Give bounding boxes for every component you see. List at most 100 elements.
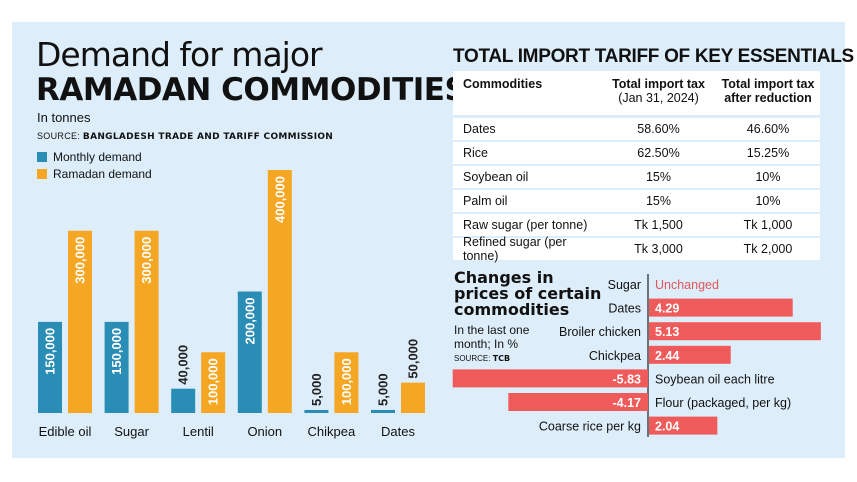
category-label: Edible oil bbox=[39, 424, 92, 439]
cell-commodity: Raw sugar (per tonne) bbox=[463, 218, 588, 232]
cell-tax-after: Tk 1,000 bbox=[743, 218, 793, 232]
change-bar bbox=[649, 322, 821, 341]
change-category: Sugar bbox=[608, 278, 641, 292]
bar-value-label: 50,000 bbox=[406, 339, 421, 379]
change-bar bbox=[649, 345, 731, 364]
changes-source-label: SOURCE: bbox=[454, 354, 491, 363]
legend-label: Ramadan demand bbox=[53, 167, 152, 181]
category-label: Onion bbox=[247, 424, 282, 439]
bar-monthly bbox=[371, 409, 395, 413]
bar-value-label: 100,000 bbox=[339, 358, 354, 405]
table-row: Rice 62.50% 15.25% bbox=[453, 142, 820, 164]
bar-value-label: 200,000 bbox=[242, 298, 257, 345]
unit-label: In tonnes bbox=[37, 110, 91, 125]
cell-tax-jan: Tk 3,000 bbox=[634, 242, 683, 256]
cell-tax-jan: 62.50% bbox=[637, 146, 680, 160]
bar-ramadan bbox=[334, 352, 359, 413]
bar-value-label: 5,000 bbox=[376, 373, 391, 406]
bar-monthly bbox=[304, 409, 329, 413]
bar-value-label: 300,000 bbox=[139, 237, 154, 284]
change-bar bbox=[649, 298, 793, 317]
category-label: Dates bbox=[381, 424, 415, 439]
header-commodities: Commodities bbox=[463, 77, 543, 91]
cell-commodity: Soybean oil bbox=[463, 170, 529, 184]
cell-tax-after: 15.25% bbox=[746, 146, 790, 160]
legend-monthly: Monthly demand bbox=[37, 150, 142, 164]
table-row: Palm oil 15% 10% bbox=[453, 190, 820, 212]
cell-tax-jan: 15% bbox=[645, 194, 672, 208]
table-header: Commodities Total import tax (Jan 31, 202… bbox=[453, 71, 820, 115]
change-value: Unchanged bbox=[655, 278, 719, 292]
bar-ramadan bbox=[401, 382, 425, 413]
cell-tax-after: 46.60% bbox=[746, 122, 790, 136]
legend-label: Monthly demand bbox=[53, 150, 142, 164]
change-value: 2.04 bbox=[655, 420, 679, 434]
source-label: SOURCE: bbox=[37, 131, 81, 141]
header-tax-jan-date: (Jan 31, 2024) bbox=[618, 91, 699, 105]
table-row: Dates 58.60% 46.60% bbox=[453, 118, 820, 140]
change-value: 2.44 bbox=[655, 349, 679, 363]
cell-commodity: Dates bbox=[463, 122, 496, 136]
change-value: 4.29 bbox=[655, 302, 679, 316]
bar-monthly bbox=[38, 321, 62, 413]
cell-tax-after: Tk 2,000 bbox=[743, 242, 793, 256]
change-bar bbox=[452, 369, 648, 388]
cell-tax-after: 10% bbox=[755, 170, 781, 184]
change-category: Flour (packaged, per kg) bbox=[655, 396, 791, 410]
category-label: Sugar bbox=[114, 424, 149, 439]
source-text: BANGLADESH TRADE AND TARIFF COMMISSION bbox=[82, 132, 334, 142]
changes-subtitle: In the last one month; In % bbox=[454, 323, 530, 351]
legend-ramadan: Ramadan demand bbox=[37, 167, 152, 181]
change-bar bbox=[649, 416, 718, 435]
legend-swatch-ramadan bbox=[37, 169, 47, 179]
source-line: SOURCE: BANGLADESH TRADE AND TARIFF COMM… bbox=[37, 131, 333, 142]
bar-value-label: 150,000 bbox=[43, 328, 58, 375]
change-category: Dates bbox=[608, 302, 641, 316]
chart-title-line2: RAMADAN COMMODITIES bbox=[36, 72, 467, 108]
bar-monthly bbox=[104, 321, 129, 413]
header-tax-after: Total import tax after reduction bbox=[721, 77, 815, 105]
bar-ramadan bbox=[68, 230, 92, 413]
cell-commodity: Refined sugar (per tonne) bbox=[463, 235, 567, 263]
tariff-table: Commodities Total import tax (Jan 31, 202… bbox=[453, 71, 820, 263]
change-category: Soybean oil each litre bbox=[655, 372, 775, 386]
bar-value-label: 300,000 bbox=[73, 237, 88, 284]
change-value: 5.13 bbox=[655, 325, 679, 339]
bar-value-label: 150,000 bbox=[109, 328, 124, 375]
bar-ramadan bbox=[134, 230, 159, 413]
change-value: -4.17 bbox=[613, 396, 642, 410]
header-tax-jan-title: Total import tax bbox=[612, 77, 705, 91]
cell-tax-jan: 58.60% bbox=[637, 122, 680, 136]
bar-ramadan bbox=[267, 170, 292, 413]
bar-ramadan bbox=[201, 352, 226, 413]
cell-commodity: Rice bbox=[463, 146, 489, 160]
changes-title: Changes in prices of certain commodities bbox=[454, 268, 602, 319]
table-row: Soybean oil 15% 10% bbox=[453, 166, 820, 188]
bar-value-label: 100,000 bbox=[206, 358, 221, 405]
table-row: Raw sugar (per tonne) Tk 1,500 Tk 1,000 bbox=[453, 214, 820, 236]
cell-tax-jan: Tk 1,500 bbox=[634, 218, 683, 232]
change-value: -5.83 bbox=[613, 372, 642, 386]
header-tax-jan: Total import tax (Jan 31, 2024) bbox=[601, 77, 716, 105]
changes-source-text: TCB bbox=[492, 354, 511, 363]
chart-title-line1: Demand for major bbox=[36, 35, 323, 74]
cell-commodity: Palm oil bbox=[463, 194, 508, 208]
change-category: Broiler chicken bbox=[559, 325, 641, 339]
tariff-title: TOTAL IMPORT TARIFF OF KEY ESSENTIALS bbox=[453, 46, 854, 67]
cell-tax-after: 10% bbox=[755, 194, 781, 208]
table-body: Dates 58.60% 46.60% Rice 62.50% 15.25% Soybean… bbox=[453, 118, 820, 263]
category-label: Lentil bbox=[183, 424, 214, 439]
cell-tax-jan: 15% bbox=[645, 170, 672, 184]
change-bar bbox=[508, 393, 648, 411]
legend-swatch-monthly bbox=[37, 152, 47, 162]
bar-value-label: 5,000 bbox=[309, 373, 324, 406]
bar-value-label: 400,000 bbox=[272, 176, 287, 223]
change-category: Chickpea bbox=[589, 349, 641, 363]
category-label: Chikpea bbox=[308, 424, 356, 439]
changes-source: SOURCE: TCB bbox=[454, 354, 510, 363]
table-row: Refined sugar (per tonne) Tk 3,000 Tk 2,00… bbox=[453, 235, 820, 263]
bar-monthly bbox=[171, 388, 196, 413]
change-category: Coarse rice per kg bbox=[539, 420, 641, 434]
